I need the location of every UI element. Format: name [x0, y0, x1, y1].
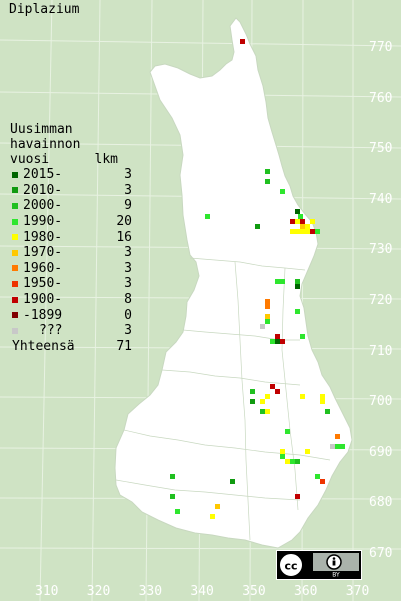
y-grid-label: 760	[369, 90, 393, 106]
y-grid-label: 670	[369, 546, 393, 561]
legend-row: 1970- 3	[10, 245, 132, 261]
legend-row: 1950- 3	[10, 276, 132, 292]
legend-swatch	[12, 202, 18, 209]
legend-swatch	[12, 249, 18, 256]
legend-row-label: 1990-	[23, 214, 63, 230]
y-grid-label: 690	[369, 444, 393, 460]
legend-row-label: 1970-	[23, 245, 63, 261]
legend-row-label: 1960-	[23, 260, 63, 276]
legend-row: 2010- 3	[10, 183, 132, 199]
legend-row: 1900- 8	[10, 292, 132, 308]
legend: Uusimman havainnon vuosi lkm 2015- 3 2010-…	[10, 122, 132, 354]
legend-row-label: ???	[39, 323, 63, 339]
x-grid-label: 330	[138, 584, 163, 599]
legend-row: 1990- 20	[10, 214, 132, 230]
legend-row-label: 2000-	[23, 198, 63, 214]
y-grid-label: 750	[369, 141, 393, 157]
cc-by-icon: cc BY	[277, 551, 361, 579]
legend-row: 2015- 3	[10, 167, 132, 183]
by-text: BY	[332, 572, 340, 579]
legend-header-row: vuosi lkm	[10, 152, 132, 167]
legend-row-count: 3	[124, 276, 132, 292]
cc-text: cc	[284, 560, 297, 573]
legend-row: 1980- 16	[10, 229, 132, 245]
observation-markers	[170, 39, 345, 519]
legend-rows: 2015- 3 2010- 3 2000- 9 1990- 20 1980- 16 1970- 3 19…	[10, 167, 132, 339]
y-grid-label: 710	[369, 343, 393, 359]
legend-swatch	[12, 296, 18, 303]
legend-row-count: 3	[124, 323, 132, 339]
y-grid-label: 720	[369, 293, 393, 308]
legend-row-count: 3	[124, 167, 132, 183]
x-grid-label: 350	[242, 584, 266, 599]
x-grid-label: 370	[345, 584, 370, 599]
legend-swatch	[12, 171, 18, 178]
cc-by-license-badge[interactable]: cc BY	[276, 550, 362, 580]
legend-header-line2: havainnon	[10, 137, 81, 152]
legend-header-line1: Uusimman	[10, 122, 73, 137]
y-grid-label: 680	[369, 495, 393, 511]
legend-swatch	[12, 218, 18, 225]
y-grid-label: 740	[369, 191, 393, 207]
legend-row-count: 3	[124, 245, 132, 261]
legend-row: ??? 3	[10, 323, 132, 339]
legend-row-label: 2010-	[23, 182, 63, 198]
legend-swatch	[12, 327, 18, 334]
legend-row-count: 8	[124, 292, 132, 308]
legend-row-label: 1950-	[23, 276, 63, 292]
legend-swatch	[12, 280, 18, 287]
legend-total-count: 71	[116, 338, 132, 354]
legend-row-count: 16	[116, 229, 132, 245]
legend-row-label: 1980-	[23, 229, 63, 245]
y-grid-label: 700	[369, 394, 393, 410]
person-icon	[332, 557, 336, 560]
x-grid-label: 340	[190, 584, 214, 599]
legend-row-count: 20	[116, 214, 132, 230]
legend-row: 1960- 3	[10, 261, 132, 277]
x-grid-label: 320	[86, 584, 111, 599]
legend-total-label: Yhteensä	[12, 338, 75, 354]
legend-row-label: -1899	[23, 307, 63, 323]
legend-swatch	[12, 234, 18, 241]
legend-swatch	[12, 187, 18, 194]
map-title: Diplazium	[9, 2, 80, 17]
y-grid-label: 770	[369, 40, 393, 55]
legend-row-label: 1900-	[23, 292, 63, 308]
legend-swatch	[12, 312, 18, 319]
legend-row-count: 9	[124, 198, 132, 214]
legend-row-count: 0	[124, 307, 132, 323]
x-grid-label: 310	[35, 584, 59, 599]
legend-header-count: lkm	[94, 152, 118, 167]
legend-header: Uusimman havainnon vuosi lkm	[10, 122, 132, 167]
legend-row-count: 3	[124, 182, 132, 198]
legend-swatch	[12, 265, 18, 272]
legend-row-count: 3	[124, 260, 132, 276]
finland-outline	[114, 17, 353, 549]
legend-row-label: 2015-	[23, 167, 63, 183]
y-grid-label: 730	[369, 242, 393, 258]
legend-header-line3: vuosi	[10, 152, 50, 167]
x-grid-label: 360	[294, 584, 318, 599]
legend-row: 2000- 9	[10, 198, 132, 214]
legend-total: Yhteensä 71	[10, 339, 132, 354]
legend-row: -1899 0	[10, 307, 132, 323]
